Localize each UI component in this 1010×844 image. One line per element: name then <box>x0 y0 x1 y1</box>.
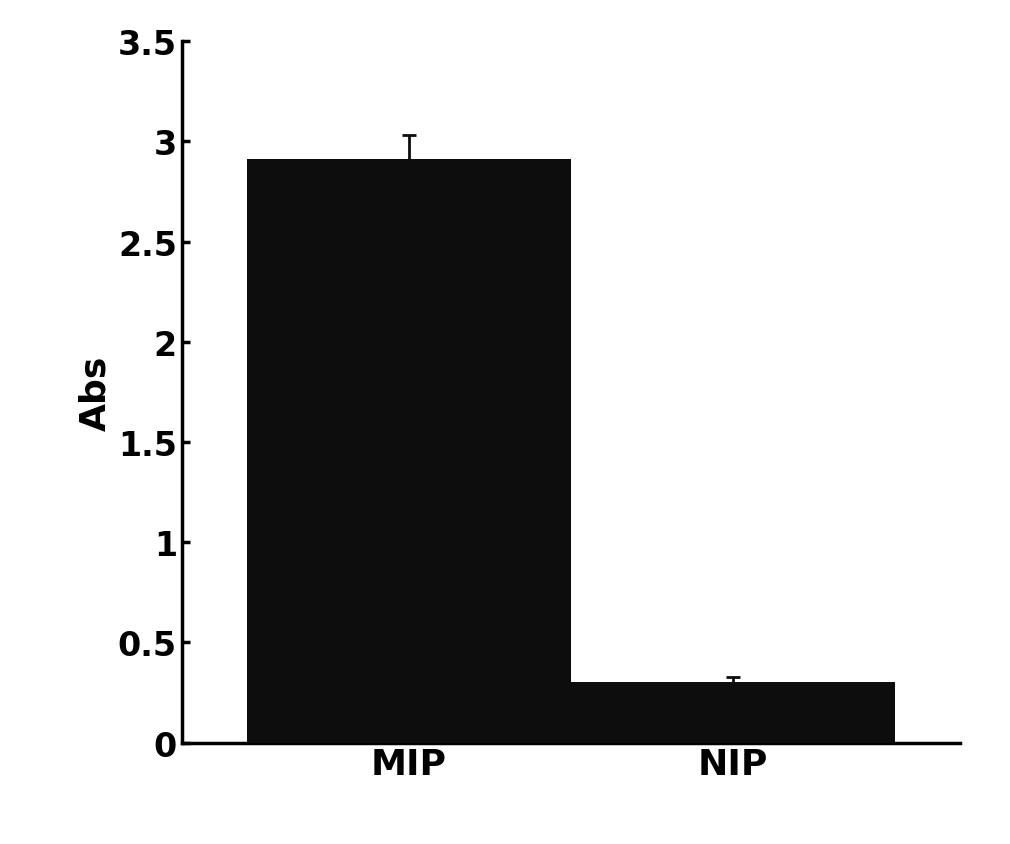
Bar <box>571 683 895 743</box>
Y-axis label: Abs: Abs <box>78 354 112 430</box>
Bar <box>246 160 571 743</box>
